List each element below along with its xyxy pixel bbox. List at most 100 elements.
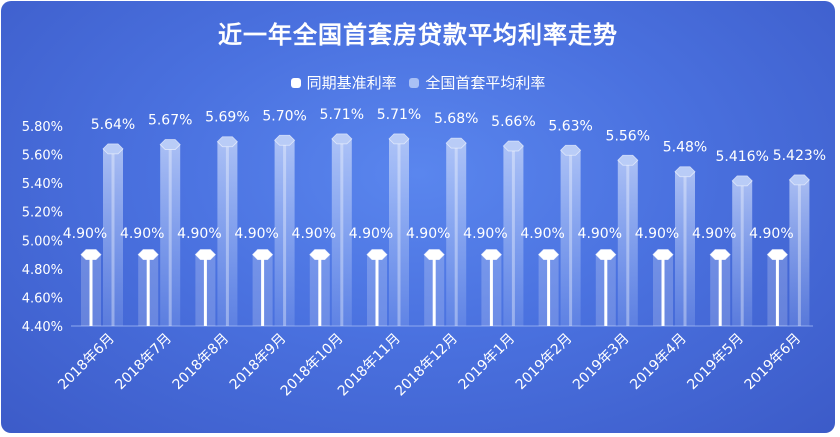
y-tick-label: 5.60% bbox=[22, 149, 63, 164]
bar-average-cap bbox=[388, 133, 410, 145]
bar-average-core bbox=[740, 180, 744, 326]
bar-benchmark-cap bbox=[137, 249, 159, 260]
bar-average-core bbox=[626, 160, 630, 326]
bar-average-cap bbox=[102, 143, 124, 155]
data-label-benchmark: 4.90% bbox=[692, 226, 736, 242]
data-label-benchmark: 4.90% bbox=[234, 226, 278, 242]
legend-item-average[interactable]: 全国首套平均利率 bbox=[409, 72, 545, 93]
bar-average-cap bbox=[617, 154, 639, 166]
bar-average bbox=[789, 179, 810, 326]
bar-average-cap bbox=[674, 166, 696, 178]
data-label-average: 5.48% bbox=[663, 140, 707, 156]
bar-average-core bbox=[454, 143, 458, 326]
bar-benchmark-cap bbox=[366, 249, 388, 260]
bar-average bbox=[560, 150, 581, 326]
bar-average bbox=[217, 141, 238, 326]
legend-swatch-average bbox=[409, 78, 420, 88]
x-tick-label: 2018年7月 bbox=[112, 331, 175, 394]
y-tick-label: 5.40% bbox=[22, 177, 63, 192]
y-tick-label: 4.60% bbox=[22, 291, 63, 306]
bar-benchmark-core bbox=[375, 254, 379, 326]
data-label-benchmark: 4.90% bbox=[520, 226, 564, 242]
y-tick-label: 4.80% bbox=[22, 263, 63, 278]
bar-benchmark-core bbox=[89, 254, 93, 326]
data-label-benchmark: 4.90% bbox=[349, 226, 393, 242]
data-label-benchmark: 4.90% bbox=[463, 226, 507, 242]
bar-benchmark-core bbox=[318, 254, 322, 326]
x-tick-label: 2019年3月 bbox=[570, 331, 633, 394]
bar-average-core bbox=[168, 144, 172, 326]
bar-benchmark-cap bbox=[480, 249, 502, 260]
bar-average bbox=[675, 171, 695, 326]
x-tick-label: 2019年1月 bbox=[456, 331, 519, 394]
bar-benchmark-core bbox=[661, 254, 665, 326]
bar-average-cap bbox=[560, 144, 582, 156]
bar-average-cap bbox=[502, 140, 524, 152]
bar-average-cap bbox=[445, 137, 467, 149]
chart-title: 近一年全国首套房贷款平均利率走势 bbox=[218, 21, 618, 49]
bar-average bbox=[617, 160, 638, 326]
bar-benchmark-cap bbox=[652, 249, 674, 260]
x-tick-label: 2019年4月 bbox=[627, 331, 690, 394]
bar-benchmark-cap bbox=[252, 249, 274, 260]
data-label-average: 5.71% bbox=[377, 107, 421, 123]
bar-average bbox=[274, 140, 295, 326]
x-tick-label: 2018年6月 bbox=[55, 331, 118, 394]
data-label-benchmark: 4.90% bbox=[177, 226, 221, 242]
data-label-average: 5.71% bbox=[320, 107, 364, 123]
bar-average-core bbox=[511, 146, 515, 326]
bar-benchmark-cap bbox=[538, 249, 560, 260]
bar-average-cap bbox=[159, 139, 181, 150]
data-label-benchmark: 4.90% bbox=[749, 226, 793, 242]
bar-average-core bbox=[283, 140, 287, 326]
data-label-average: 5.56% bbox=[606, 128, 650, 144]
data-label-average: 5.416% bbox=[716, 149, 769, 165]
x-tick-label: 2019年6月 bbox=[742, 331, 805, 394]
legend-label-benchmark: 同期基准利率 bbox=[306, 74, 397, 92]
bar-benchmark-cap bbox=[766, 249, 788, 260]
data-label-average: 5.66% bbox=[491, 114, 535, 130]
data-label-average: 5.423% bbox=[773, 148, 826, 164]
bar-average-cap bbox=[788, 174, 810, 186]
legend-item-benchmark[interactable]: 同期基准利率 bbox=[290, 72, 397, 93]
chart-legend: 同期基准利率 全国首套平均利率 bbox=[1, 72, 835, 93]
bar-benchmark-core bbox=[203, 254, 207, 326]
bar-benchmark-core bbox=[489, 254, 493, 326]
bar-average-core bbox=[111, 148, 115, 326]
bar-benchmark-cap bbox=[309, 249, 331, 260]
bar-benchmark-cap bbox=[194, 249, 216, 260]
bar-average-core bbox=[569, 150, 573, 326]
legend-swatch-benchmark bbox=[290, 78, 301, 88]
bar-average bbox=[160, 144, 181, 326]
bar-average-core bbox=[683, 171, 687, 326]
bar-benchmark-cap bbox=[595, 249, 617, 260]
bar-average-core bbox=[225, 141, 229, 326]
data-label-average: 5.63% bbox=[548, 118, 592, 134]
legend-label-average: 全国首套平均利率 bbox=[425, 74, 546, 92]
bar-benchmark-core bbox=[432, 254, 436, 326]
bar-benchmark-core bbox=[261, 254, 265, 326]
bar-average bbox=[331, 138, 352, 326]
bar-average-core bbox=[397, 138, 401, 326]
x-tick-label: 2019年5月 bbox=[684, 331, 747, 394]
bar-average-cap bbox=[216, 136, 238, 148]
y-tick-label: 5.00% bbox=[22, 234, 63, 249]
bar-average-core bbox=[340, 138, 344, 326]
data-label-average: 5.64% bbox=[91, 117, 135, 133]
x-tick-label: 2019年2月 bbox=[513, 331, 576, 394]
bar-benchmark-cap bbox=[423, 249, 445, 260]
data-label-average: 5.70% bbox=[262, 108, 306, 124]
bar-average-core bbox=[797, 179, 801, 326]
bar-average bbox=[503, 146, 524, 326]
bar-benchmark-core bbox=[547, 254, 551, 326]
y-tick-label: 4.40% bbox=[22, 320, 63, 335]
data-label-benchmark: 4.90% bbox=[578, 226, 622, 242]
bar-average bbox=[103, 148, 123, 326]
data-label-benchmark: 4.90% bbox=[292, 226, 336, 242]
bar-average-cap bbox=[731, 175, 753, 187]
bar-benchmark-cap bbox=[80, 249, 102, 260]
data-label-average: 5.67% bbox=[148, 113, 192, 129]
bar-benchmark-core bbox=[775, 254, 779, 326]
